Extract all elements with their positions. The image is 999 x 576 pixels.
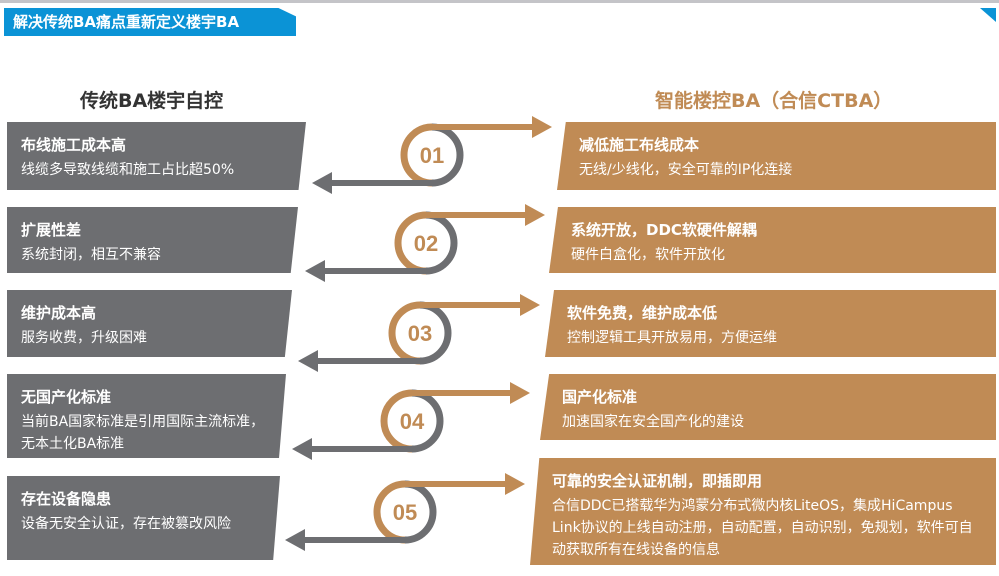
panel-title: 维护成本高: [21, 304, 97, 322]
left-panel-1: 布线施工成本高线缆多导致线缆和施工占比超50%: [7, 122, 306, 190]
left-panel-2: 扩展性差系统封闭，相互不兼容: [7, 207, 298, 273]
step-number: 01: [420, 143, 444, 168]
arrow-left-icon: [298, 350, 318, 372]
panel-title: 无国产化标准: [21, 388, 112, 406]
panel-title: 扩展性差: [21, 221, 82, 239]
right-panel-1: 减低施工布线成本无线/少线化，安全可靠的IP化连接: [557, 122, 996, 190]
left-panel-5: 存在设备隐患设备无安全认证，存在被篡改风险: [7, 476, 280, 560]
arrow-left-icon: [292, 438, 312, 460]
right-panel-4: 国产化标准加速国家在安全国产化的建设: [540, 374, 996, 440]
arrow-left-icon: [305, 260, 325, 282]
page-title: 解决传统BA痛点重新定义楼宇BA: [4, 8, 296, 36]
panel-title: 减低施工布线成本: [579, 136, 700, 154]
step-number: 02: [414, 231, 438, 256]
arrow-left-icon: [312, 172, 332, 194]
panel-title: 软件免费，维护成本低: [567, 304, 718, 322]
step-number: 04: [400, 409, 425, 434]
step-number: 03: [408, 321, 432, 346]
panel-title: 可靠的安全认证机制，即插即用: [552, 472, 763, 490]
panel-desc: 无线/少线化，安全可靠的IP化连接: [579, 162, 793, 178]
panel-desc: 当前BA国家标准是引用国际主流标准，无本土化BA标准: [21, 414, 265, 452]
arrow-right-icon: [532, 116, 552, 138]
arrow-left-icon: [285, 529, 305, 551]
panel-desc: 服务收费，升级困难: [21, 330, 147, 346]
panel-desc: 线缆多导致线缆和施工占比超50%: [21, 162, 235, 178]
right-panel-5: 可靠的安全认证机制，即插即用合信DDC已搭载华为鸿蒙分布式微内核LiteOS，集…: [530, 458, 996, 565]
panel-title: 布线施工成本高: [21, 136, 127, 154]
panel-desc: 控制逻辑工具开放易用，方便运维: [567, 330, 777, 346]
right-column-title: 智能楼控BA（合信CTBA）: [655, 90, 893, 112]
panel-desc: 合信DDC已搭载华为鸿蒙分布式微内核LiteOS，集成HiCampus Link…: [552, 498, 973, 558]
panel-title: 系统开放，DDC软硬件解耦: [571, 221, 757, 239]
panel-desc: 加速国家在安全国产化的建设: [562, 414, 744, 430]
left-panel-3: 维护成本高服务收费，升级困难: [7, 290, 292, 357]
panel-title: 存在设备隐患: [21, 490, 112, 508]
arrow-right-icon: [525, 204, 545, 226]
panel-desc: 系统封闭，相互不兼容: [21, 247, 161, 263]
arrow-right-icon: [510, 382, 530, 404]
right-panel-3: 软件免费，维护成本低控制逻辑工具开放易用，方便运维: [545, 290, 996, 357]
step-number: 05: [393, 500, 417, 525]
left-column-title: 传统BA楼宇自控: [80, 90, 224, 112]
arrow-right-icon: [505, 473, 525, 495]
panel-desc: 硬件白盒化，软件开放化: [571, 247, 725, 263]
left-panel-4: 无国产化标准当前BA国家标准是引用国际主流标准，无本土化BA标准: [7, 374, 286, 458]
panel-desc: 设备无安全认证，存在被篡改风险: [21, 516, 231, 532]
right-panel-2: 系统开放，DDC软硬件解耦 硬件白盒化，软件开放化: [549, 207, 996, 273]
top-divider: [0, 0, 999, 3]
panel-title: 国产化标准: [562, 388, 638, 406]
arrow-right-icon: [520, 294, 540, 316]
